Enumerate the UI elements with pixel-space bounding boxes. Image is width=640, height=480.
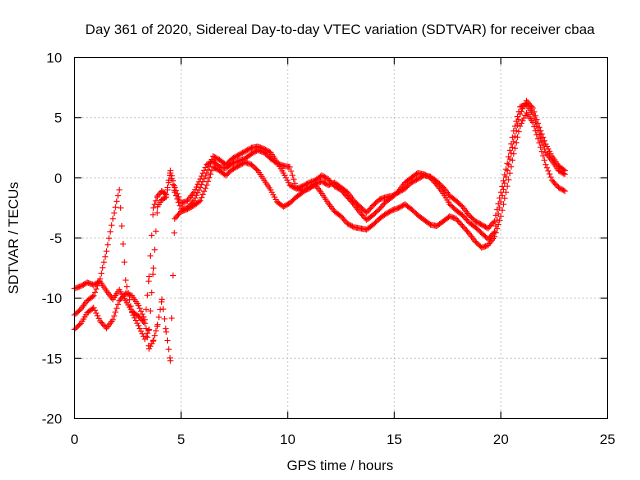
y-tick-label: -15 — [42, 350, 62, 366]
y-tick-label: -5 — [50, 230, 63, 246]
plot-frame — [74, 57, 608, 419]
y-tick-label: -20 — [42, 411, 62, 427]
x-tick-label: 20 — [493, 431, 509, 447]
x-tick-labels: 0 5 10 15 20 25 — [71, 431, 616, 447]
y-tick-label: -10 — [42, 290, 62, 306]
y-tick-label: 10 — [46, 50, 62, 66]
x-tick-label: 10 — [280, 431, 296, 447]
series-track-1 — [71, 101, 568, 327]
grid-lines — [74, 57, 608, 419]
y-tick-label: 0 — [54, 170, 62, 186]
chart-title: Day 361 of 2020, Sidereal Day-to-day VTE… — [85, 21, 595, 37]
x-axis-label: GPS time / hours — [287, 457, 394, 473]
y-tick-label: 5 — [54, 110, 62, 126]
x-tick-label: 5 — [177, 431, 185, 447]
x-tick-label: 15 — [387, 431, 403, 447]
x-tick-label: 0 — [71, 431, 79, 447]
x-tick-label: 25 — [600, 431, 616, 447]
y-tick-labels: -20 -15 -10 -5 0 5 10 — [42, 50, 62, 427]
axis-ticks — [74, 57, 608, 419]
y-axis-label: SDTVAR / TECUs — [5, 182, 21, 294]
data-point-markers — [71, 109, 568, 364]
data-point-markers — [71, 101, 568, 327]
data-points — [71, 97, 568, 364]
series-track-3 — [71, 109, 568, 364]
